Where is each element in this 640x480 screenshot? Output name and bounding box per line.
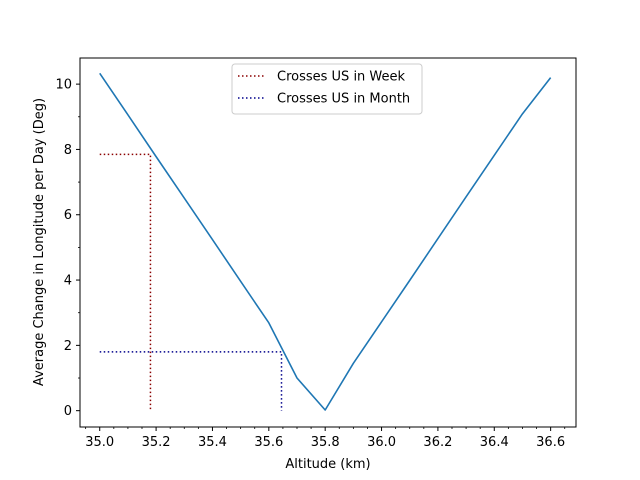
x-tick-label: 36.0: [367, 435, 396, 450]
y-tick-label: 8: [64, 143, 72, 158]
y-tick-label: 6: [64, 208, 72, 223]
x-tick-label: 36.4: [480, 435, 509, 450]
y-tick-label: 10: [55, 78, 72, 93]
series-line-0: [99, 72, 552, 411]
legend-label: Crosses US in Week: [277, 70, 406, 85]
plot-frame: [79, 57, 577, 428]
x-tick-label: 35.6: [254, 435, 283, 450]
legend-box: [231, 63, 423, 115]
x-tick-label: 36.6: [536, 435, 565, 450]
series-line-1: [99, 153, 152, 411]
x-axis-label: Altitude (km): [285, 457, 370, 472]
x-tick-label: 35.0: [85, 435, 114, 450]
series-line-2: [99, 351, 283, 411]
legend-label: Crosses US in Month: [277, 92, 410, 107]
x-axis: 35.0 35.2 35.4 35.6 35.8 36.0 36.2 36.4 36.6: [85, 427, 566, 450]
y-axis: 0 2 4 6 8 10: [55, 78, 80, 419]
plot-layer: [99, 72, 552, 411]
x-tick-label: 35.2: [142, 435, 171, 450]
legend: Crosses US in Week Crosses US in Month: [231, 63, 423, 115]
y-tick-label: 4: [64, 274, 72, 289]
y-tick-label: 2: [64, 339, 72, 354]
x-tick-label: 36.2: [423, 435, 452, 450]
x-tick-label: 35.4: [198, 435, 227, 450]
y-axis-label: Average Change in Longitude per Day (Deg…: [32, 98, 47, 386]
x-tick-label: 35.8: [311, 435, 340, 450]
y-tick-label: 0: [64, 404, 72, 419]
